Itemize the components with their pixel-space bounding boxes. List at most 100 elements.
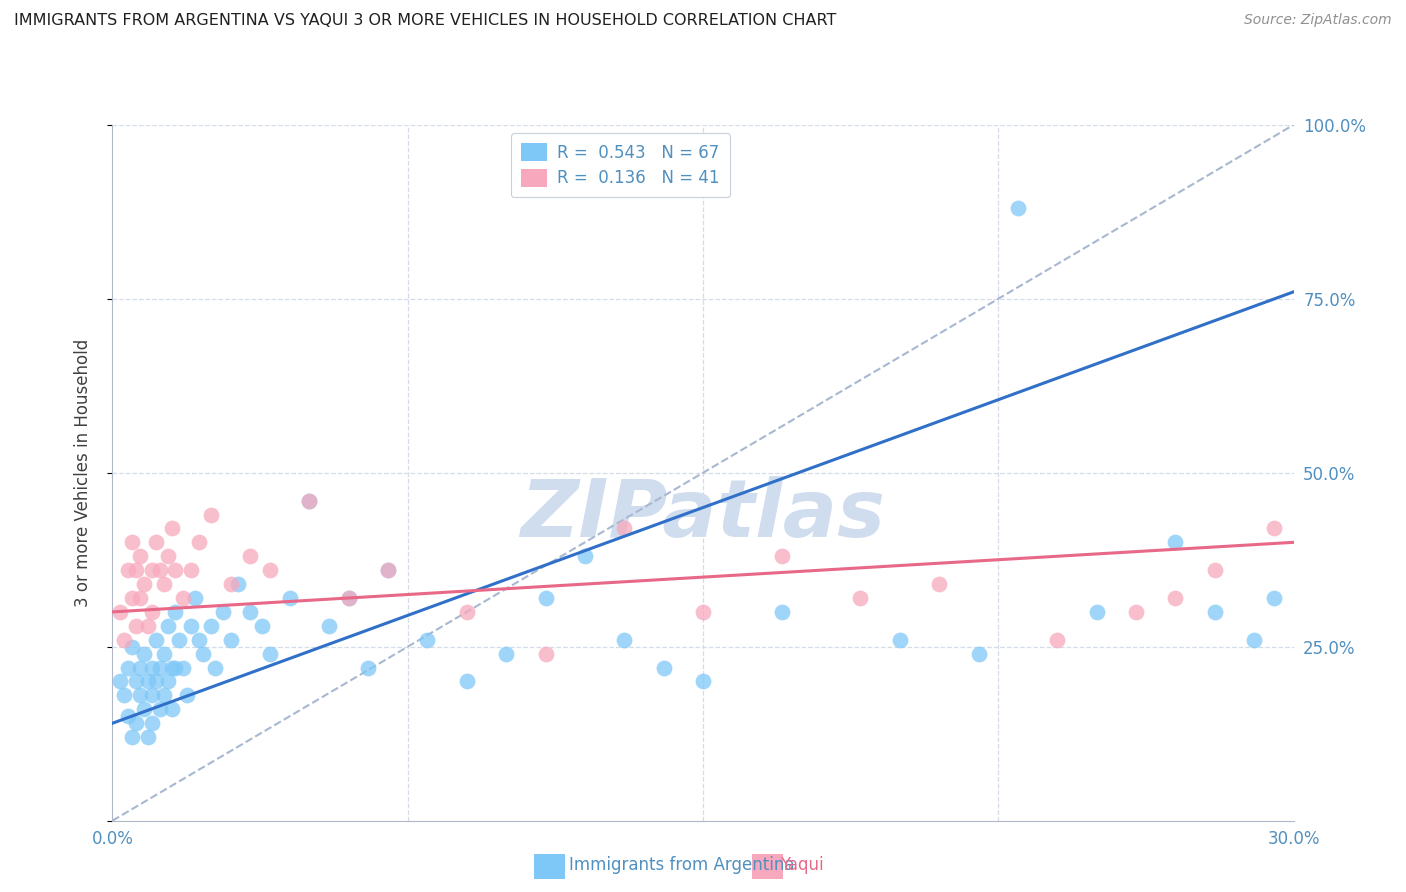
Point <box>188 632 211 647</box>
Text: IMMIGRANTS FROM ARGENTINA VS YAQUI 3 OR MORE VEHICLES IN HOUSEHOLD CORRELATION C: IMMIGRANTS FROM ARGENTINA VS YAQUI 3 OR … <box>14 13 837 29</box>
Point <box>141 660 163 674</box>
Point <box>200 508 222 522</box>
Point <box>1243 632 1265 647</box>
Point <box>141 605 163 619</box>
Point <box>239 549 262 564</box>
Point <box>1125 605 1147 619</box>
Point <box>534 591 557 605</box>
Point <box>149 660 172 674</box>
Point <box>136 619 159 633</box>
Point <box>152 647 174 661</box>
Point <box>228 577 250 591</box>
Point <box>889 632 911 647</box>
Point <box>156 549 179 564</box>
Point <box>125 619 148 633</box>
Point <box>1046 632 1069 647</box>
Point <box>191 647 214 661</box>
Point <box>121 591 143 605</box>
Point <box>149 702 172 716</box>
Point <box>184 591 207 605</box>
Point <box>172 660 194 674</box>
Point <box>456 674 478 689</box>
Point <box>145 535 167 549</box>
Text: Immigrants from Argentina: Immigrants from Argentina <box>569 856 794 874</box>
Point <box>1164 591 1187 605</box>
Point <box>416 632 439 647</box>
Point <box>239 605 262 619</box>
Point <box>132 647 155 661</box>
Point <box>200 619 222 633</box>
Point <box>125 716 148 731</box>
Point <box>160 702 183 716</box>
Point <box>770 549 793 564</box>
Point <box>160 521 183 535</box>
Point <box>160 660 183 674</box>
Text: Source: ZipAtlas.com: Source: ZipAtlas.com <box>1244 13 1392 28</box>
Point <box>1007 202 1029 216</box>
Point <box>110 605 132 619</box>
Point <box>967 647 990 661</box>
Point <box>165 605 187 619</box>
Point <box>132 702 155 716</box>
Point <box>141 689 163 703</box>
Point <box>112 689 135 703</box>
Point <box>613 632 636 647</box>
Point <box>1204 605 1226 619</box>
Point <box>152 577 174 591</box>
Point <box>121 730 143 744</box>
Text: Yaqui: Yaqui <box>780 856 824 874</box>
Point <box>112 632 135 647</box>
Point <box>180 619 202 633</box>
Point <box>121 640 143 654</box>
Point <box>849 591 872 605</box>
Point <box>456 605 478 619</box>
Point <box>129 591 152 605</box>
Point <box>1204 563 1226 577</box>
Point <box>141 716 163 731</box>
Point <box>129 660 152 674</box>
Point <box>692 674 714 689</box>
Point <box>110 674 132 689</box>
Point <box>377 563 399 577</box>
Point <box>692 605 714 619</box>
Point <box>172 591 194 605</box>
Point <box>156 674 179 689</box>
Point <box>165 660 187 674</box>
Point <box>129 689 152 703</box>
Point <box>141 563 163 577</box>
Point <box>337 591 360 605</box>
Point <box>219 632 242 647</box>
Point <box>318 619 340 633</box>
Text: ZIPatlas: ZIPatlas <box>520 475 886 554</box>
Point <box>259 647 281 661</box>
Point <box>165 563 187 577</box>
Point <box>136 674 159 689</box>
Point <box>495 647 517 661</box>
Point <box>125 563 148 577</box>
Point <box>152 689 174 703</box>
Point <box>770 605 793 619</box>
Point <box>117 660 139 674</box>
Point <box>219 577 242 591</box>
Point <box>1085 605 1108 619</box>
Point <box>337 591 360 605</box>
Point <box>211 605 233 619</box>
Point <box>129 549 152 564</box>
Point <box>357 660 380 674</box>
Point <box>298 493 321 508</box>
Point <box>145 674 167 689</box>
Point <box>574 549 596 564</box>
Point <box>117 563 139 577</box>
Point <box>156 619 179 633</box>
Point <box>180 563 202 577</box>
Point <box>1263 521 1285 535</box>
Point <box>204 660 226 674</box>
Point <box>132 577 155 591</box>
Point <box>534 647 557 661</box>
Point <box>652 660 675 674</box>
Point <box>259 563 281 577</box>
Point <box>298 493 321 508</box>
Y-axis label: 3 or more Vehicles in Household: 3 or more Vehicles in Household <box>73 339 91 607</box>
Point <box>125 674 148 689</box>
Point <box>188 535 211 549</box>
